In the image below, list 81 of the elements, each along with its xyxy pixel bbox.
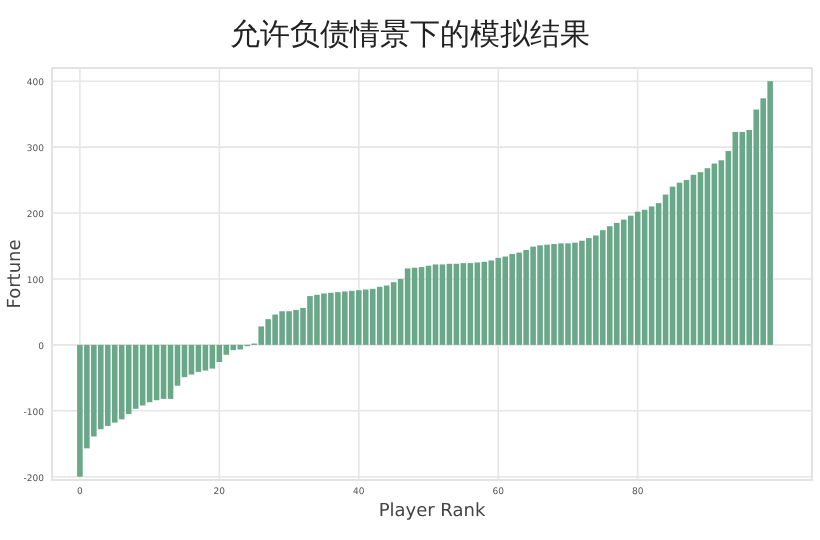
bar [349, 290, 355, 345]
bar [537, 245, 543, 345]
bar [739, 131, 746, 345]
bar [230, 344, 237, 351]
bar [544, 244, 550, 345]
bar [683, 180, 690, 345]
bar [376, 286, 383, 345]
bar [446, 263, 453, 345]
bar [620, 219, 627, 345]
bar [634, 211, 641, 345]
bar [676, 182, 683, 345]
bar [362, 289, 369, 345]
bar [279, 311, 285, 345]
bar [767, 81, 773, 345]
bar [711, 163, 718, 345]
bar [641, 209, 648, 345]
bar [98, 344, 104, 430]
bar [432, 264, 439, 345]
bar [613, 222, 620, 345]
bar [516, 252, 522, 345]
bar [258, 326, 264, 345]
bar [439, 264, 446, 345]
bar [237, 344, 244, 350]
bar [704, 168, 711, 345]
bar [467, 263, 474, 345]
bar [272, 314, 278, 345]
bar [111, 344, 118, 423]
chart-title: 允许负债情景下的模拟结果 [230, 16, 590, 52]
bar [697, 172, 704, 345]
bar [655, 203, 662, 345]
bar [558, 243, 564, 345]
bar [425, 265, 432, 345]
bar [481, 261, 488, 345]
bar [732, 131, 739, 345]
bar [572, 242, 578, 345]
bar [139, 344, 146, 406]
bar [523, 249, 529, 345]
bar [328, 292, 334, 345]
bar [565, 243, 571, 345]
bar [356, 290, 362, 345]
bar [530, 246, 536, 345]
bar [669, 186, 676, 345]
bar [551, 244, 557, 345]
bar [474, 262, 481, 345]
bar [627, 215, 634, 345]
bar [690, 174, 697, 345]
bar [223, 344, 230, 355]
y-axis-title: Fortune [6, 238, 26, 309]
bar [132, 344, 139, 409]
bar [314, 294, 320, 345]
bar [460, 263, 467, 345]
bar [307, 296, 313, 345]
bar [265, 319, 271, 345]
bar [593, 235, 599, 345]
bar [335, 292, 341, 345]
bar [77, 344, 83, 477]
bar [418, 267, 425, 345]
bar [321, 293, 327, 345]
bar [342, 291, 348, 345]
bar [404, 268, 411, 345]
bar [118, 344, 125, 420]
bar [411, 267, 418, 345]
x-axis-title: Player Rank [378, 502, 487, 522]
bar [209, 344, 216, 369]
bar [648, 206, 655, 345]
bar [586, 238, 592, 345]
bar [579, 240, 585, 345]
bar [390, 282, 397, 345]
bar [293, 309, 299, 345]
bar [502, 256, 508, 345]
bar [286, 311, 292, 345]
bar [509, 253, 515, 345]
bar [104, 344, 111, 426]
bar [369, 288, 376, 345]
bar [495, 257, 502, 345]
bar [188, 344, 195, 375]
bar [607, 226, 613, 345]
bar [453, 263, 460, 345]
bar [488, 260, 495, 345]
bar [202, 344, 209, 371]
bar [600, 230, 606, 345]
